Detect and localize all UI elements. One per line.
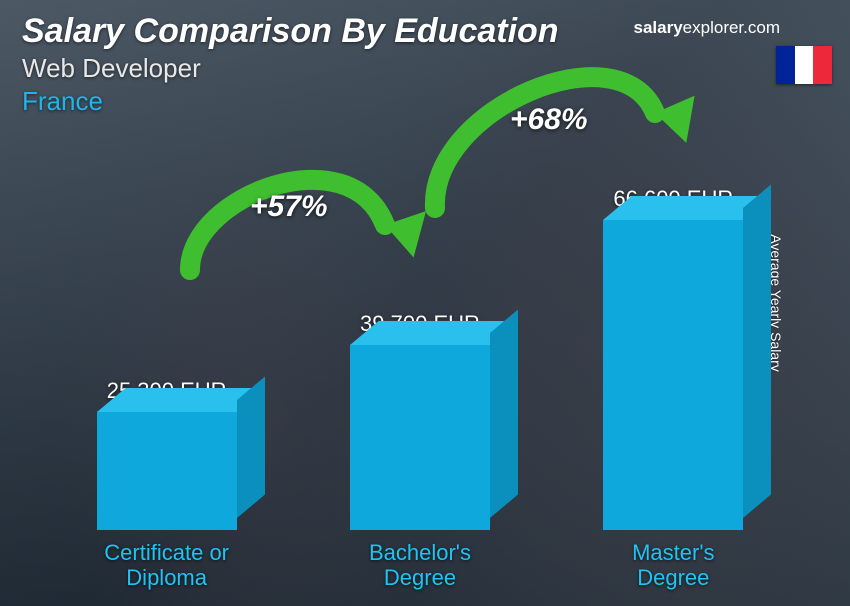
flag-stripe-2 xyxy=(795,46,814,84)
bar-front-face xyxy=(97,412,237,530)
bar-3d xyxy=(97,412,237,530)
brand-part1: salary xyxy=(634,18,683,37)
flag-stripe-3 xyxy=(813,46,832,84)
arrow-icon xyxy=(420,58,700,258)
increase-arrow: +57% xyxy=(170,155,450,355)
bar-front-face xyxy=(350,345,490,530)
increase-arrow: +68% xyxy=(420,58,700,258)
brand-part3: .com xyxy=(743,18,780,37)
bar-3d xyxy=(603,220,743,530)
increase-percent-label: +57% xyxy=(250,190,328,224)
arrow-icon xyxy=(170,155,450,355)
brand-part2: explorer xyxy=(683,18,743,37)
bar-side-face xyxy=(237,377,265,518)
bar-side-face xyxy=(490,310,518,518)
brand-label: salaryexplorer.com xyxy=(634,18,781,38)
bar-front-face xyxy=(603,220,743,530)
france-flag-icon xyxy=(776,46,832,84)
bar-group: 25,300 EURCertificate orDiploma xyxy=(67,378,267,592)
bar-side-face xyxy=(743,185,771,518)
increase-percent-label: +68% xyxy=(510,103,588,137)
flag-stripe-1 xyxy=(776,46,795,84)
bar-category-label: Master'sDegree xyxy=(632,540,714,592)
bar-category-label: Bachelor'sDegree xyxy=(369,540,471,592)
bar-3d xyxy=(350,345,490,530)
bar-category-label: Certificate orDiploma xyxy=(104,540,229,592)
